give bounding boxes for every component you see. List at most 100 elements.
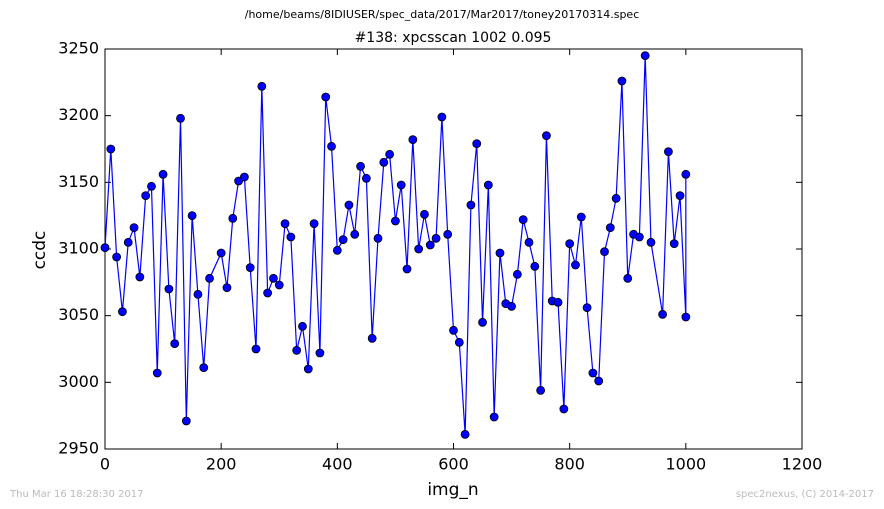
data-point [449,325,458,335]
data-point [542,131,551,141]
data-point [385,149,395,159]
data-point [664,147,673,157]
data-point [443,229,453,239]
data-line [104,55,687,435]
data-point [222,283,232,293]
data-point [681,169,691,179]
data-point [524,237,534,247]
data-point [594,376,604,386]
plot-frame [104,48,803,450]
y-tick-label: 3000 [58,372,99,391]
data-point [431,233,441,243]
footer-left: Thu Mar 16 18:28:30 2017 [9,489,143,500]
data-point [669,239,679,249]
data-point [588,368,598,378]
data-point [263,288,273,298]
data-point [303,364,313,374]
data-point [164,284,174,294]
data-point [274,280,284,290]
data-point [321,92,331,102]
y-tick-label: 3150 [58,172,99,191]
data-point [245,263,255,273]
data-point [565,239,575,249]
data-point [379,157,389,167]
data-point [611,193,621,203]
data-point [489,412,499,422]
data-point [170,339,180,349]
data-point [176,113,185,123]
x-tick-label: 200 [206,455,237,474]
data-point [391,216,400,226]
data-point [530,261,540,271]
x-tick-label: 1200 [782,455,823,474]
data-point [356,161,365,171]
data-point [553,297,563,307]
chart-title: #138: xpcsscan 1002 0.095 [355,30,552,46]
data-point [141,191,151,201]
footer-right: spec2nexus, (C) 2014-2017 [736,489,874,500]
data-point [536,385,546,395]
y-tick-label: 3100 [58,239,99,258]
x-axis-label: img_n [427,480,478,500]
data-point [559,404,569,414]
data-point [681,312,691,322]
data-point [344,200,354,210]
data-point [373,233,383,243]
data-point [518,215,528,225]
data-point [402,264,412,274]
data-point [576,212,586,222]
data-point [507,301,516,311]
data-point [495,248,505,258]
data-point [269,273,278,283]
data-point [367,333,377,343]
data-point [228,213,238,223]
data-point [338,235,348,245]
data-point [472,139,482,149]
x-tick-label: 0 [100,455,110,474]
data-point [454,337,464,347]
data-point [315,348,325,358]
data-point [216,248,226,258]
data-point [193,289,203,299]
data-point [634,232,644,242]
x-tick-label: 600 [438,455,469,474]
data-point [582,303,592,313]
data-point [605,223,615,233]
data-point [646,237,656,247]
data-point [100,243,110,253]
data-point [135,272,145,282]
x-tick-label: 400 [322,455,353,474]
y-tick-label: 3200 [58,105,99,124]
data-point [257,81,267,91]
data-point [106,144,116,154]
data-point [437,112,447,122]
x-tick-label: 1000 [665,455,706,474]
chart-subtitle: /home/beams/8IDIUSER/spec_data/2017/Mar2… [245,8,640,21]
data-point [460,429,470,439]
data-point [425,240,435,250]
data-point [147,181,156,191]
data-point [327,141,336,151]
data-point [396,180,406,190]
data-point [420,209,429,219]
data-point [623,273,633,283]
data-point [123,237,133,247]
data-point [332,245,342,255]
data-point [251,344,261,354]
data-point [414,244,424,254]
data-point [112,252,122,262]
data-point [483,180,493,190]
data-point [239,172,249,182]
data-point [350,229,360,239]
data-point [658,309,667,319]
x-tick-label: 800 [554,455,585,474]
y-tick-label: 2950 [58,439,99,458]
data-point [408,135,418,145]
data-point [478,317,487,327]
data-point [181,416,191,426]
data-point [158,169,168,179]
data-point [600,247,609,257]
data-point [361,173,371,183]
data-point [286,232,296,242]
